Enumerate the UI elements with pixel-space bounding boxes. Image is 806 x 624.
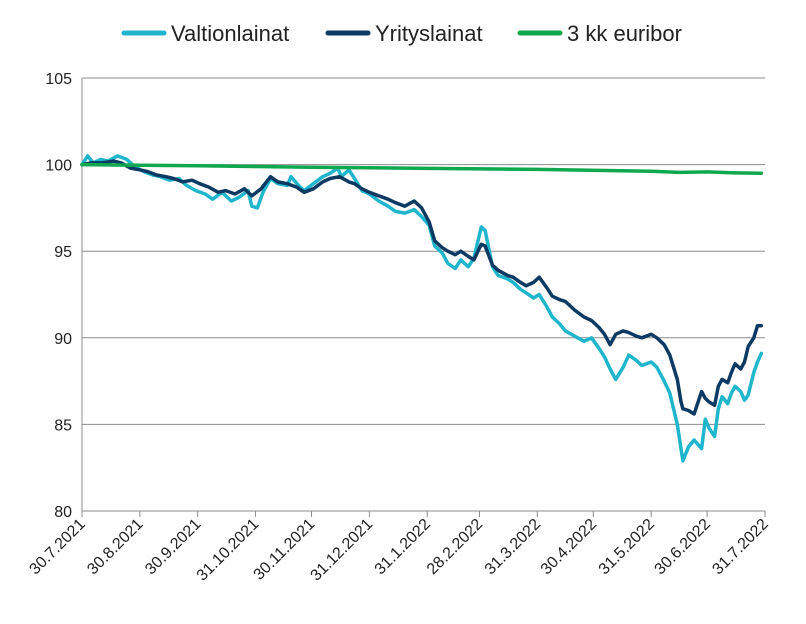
legend-label: Yrityslainat [375, 21, 483, 46]
series-line-1 [80, 154, 764, 463]
y-tick-label: 80 [54, 504, 72, 521]
series-lines [80, 154, 764, 463]
legend: Valtionlainat Yrityslainat 3 kk euribor [121, 21, 682, 46]
y-tick-label: 85 [54, 417, 72, 434]
x-tick-label: 31.5.2022 [596, 516, 658, 578]
x-tick-label: 28.2.2022 [424, 516, 486, 578]
legend-label: 3 kk euribor [567, 21, 682, 46]
x-tick-label: 31.1.2022 [372, 516, 434, 578]
x-axis-ticks: 30.7.202130.8.202130.9.202131.10.202130.… [26, 511, 772, 585]
series-line-3 [80, 162, 764, 176]
gridlines [82, 77, 765, 512]
series-line-2 [80, 159, 764, 416]
y-tick-label: 95 [54, 244, 72, 261]
legend-label: Valtionlainat [171, 21, 289, 46]
y-tick-label: 105 [45, 71, 72, 88]
x-tick-label: 30.6.2022 [652, 516, 714, 578]
x-tick-label: 30.8.2021 [84, 516, 146, 578]
x-tick-label: 31.12.2021 [308, 516, 377, 585]
axes [81, 78, 765, 512]
x-tick-label: 30.4.2022 [538, 516, 600, 578]
x-tick-label: 30.7.2021 [26, 516, 88, 578]
y-tick-label: 90 [54, 331, 72, 348]
y-tick-label: 100 [45, 158, 72, 175]
x-tick-label: 31.3.2022 [482, 516, 544, 578]
x-tick-label: 31.7.2022 [709, 516, 771, 578]
x-tick-label: 30.9.2021 [142, 516, 204, 578]
y-axis-ticks: 80 85 90 95 100 105 [45, 71, 72, 521]
